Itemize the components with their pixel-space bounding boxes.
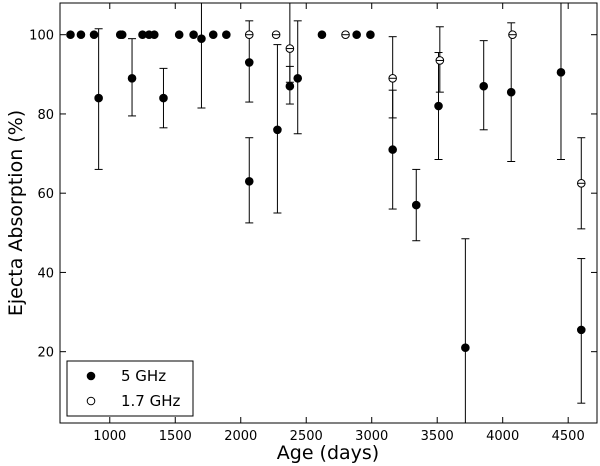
x-axis-label: Age (days) [277, 442, 379, 464]
legend: 5 GHz 1.7 GHz [66, 360, 194, 417]
y-tick-label: 40 [37, 266, 54, 281]
x-tick-label: 1000 [93, 429, 126, 444]
x-tick-label: 4500 [552, 429, 585, 444]
data-point-5ghz [293, 73, 303, 83]
data-point-5ghz [208, 30, 218, 39]
data-point-5ghz [285, 81, 295, 91]
data-point-5ghz [222, 30, 231, 39]
data-point-5ghz [159, 93, 168, 103]
y-tick-label: 100 [29, 29, 54, 44]
x-axis-ticks: 1000 1500 2000 2500 3000 3500 4000 4500 [93, 3, 585, 444]
data-point-5ghz [94, 93, 103, 103]
data-point-5ghz [556, 68, 566, 77]
data-point-5ghz [117, 30, 127, 39]
data-point-5ghz [317, 30, 327, 39]
x-tick-label: 2500 [290, 429, 323, 444]
legend-label-5ghz: 5 GHz [121, 367, 166, 385]
legend-marker-1-7ghz [86, 396, 96, 406]
y-axis-ticks: 20 40 60 80 100 [29, 29, 597, 361]
y-tick-label: 60 [37, 187, 54, 202]
x-tick-label: 4000 [486, 429, 519, 444]
data-point-5ghz [197, 34, 206, 43]
x-tick-label: 2000 [224, 429, 257, 444]
data-point-5ghz [576, 325, 586, 335]
y-axis-label: Ejecta Absorption (%) [5, 110, 27, 316]
legend-label-1-7ghz: 1.7 GHz [121, 392, 181, 410]
x-tick-label: 3000 [355, 429, 388, 444]
data-point-5ghz [506, 87, 516, 97]
data-point-5ghz [66, 30, 75, 39]
data-point-5ghz [273, 125, 282, 135]
data-point-5ghz [174, 30, 184, 39]
data-point-5ghz [461, 343, 470, 353]
plot-frame [59, 2, 598, 424]
x-tick-label: 3500 [421, 429, 454, 444]
legend-box [66, 360, 194, 417]
data-point-5ghz [127, 73, 137, 83]
data-point-5ghz [434, 101, 443, 111]
data-point-5ghz [244, 177, 254, 186]
y-tick-label: 80 [37, 108, 54, 123]
data-point-5ghz [388, 145, 397, 154]
data-point-5ghz [411, 200, 421, 210]
x-tick-label: 1500 [159, 429, 192, 444]
data-point-5ghz [479, 81, 489, 91]
data-point-5ghz [150, 30, 159, 39]
data-point-5ghz [244, 58, 254, 67]
data-markers [66, 30, 586, 353]
data-point-5ghz [89, 30, 99, 39]
data-point-5ghz [76, 30, 86, 39]
y-tick-label: 20 [37, 346, 54, 361]
data-point-5ghz [189, 30, 198, 39]
data-point-5ghz [352, 30, 361, 39]
data-point-5ghz [366, 30, 375, 39]
legend-marker-5ghz [86, 371, 96, 381]
